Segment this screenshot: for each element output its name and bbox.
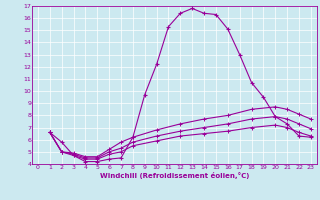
X-axis label: Windchill (Refroidissement éolien,°C): Windchill (Refroidissement éolien,°C) [100,172,249,179]
